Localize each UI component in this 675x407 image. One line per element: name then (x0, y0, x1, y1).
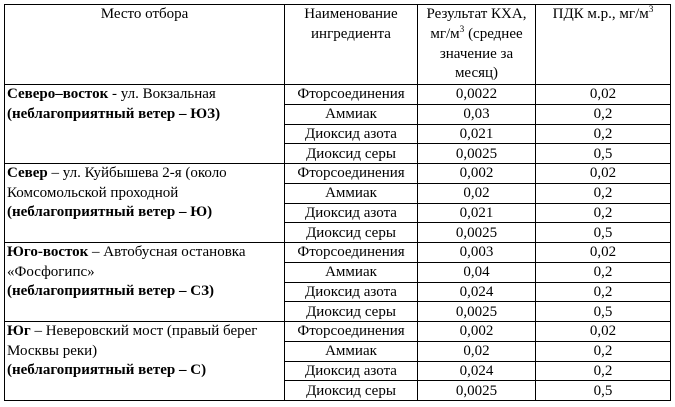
result-cell: 0,0025 (417, 380, 536, 402)
ingredient-cell: Фторсоединения (284, 321, 418, 342)
ingredient-cell: Аммиак (284, 261, 418, 283)
location-name: Север (7, 165, 48, 182)
result-cell: 0,021 (417, 123, 536, 145)
ingredient-cell: Диоксид серы (284, 143, 418, 165)
table-row: Диоксид азота 0,021 0,2 (5, 123, 671, 145)
ingredient-cell: Фторсоединения (284, 84, 418, 105)
header-row: Место отбора Наименование ингредиента Ре… (4, 3, 671, 86)
result-cell: 0,0025 (417, 143, 536, 165)
result-cell: 0,024 (417, 360, 536, 382)
pdk-cell: 0,2 (535, 360, 671, 382)
location-wind: (неблагоприятный ветер – С) (7, 362, 207, 379)
ingredient-cell: Диоксид серы (284, 222, 418, 244)
location-wind: (неблагоприятный ветер – ЮЗ) (7, 105, 221, 122)
result-cell: 0,02 (417, 182, 536, 204)
location-cell-s: Юг – Неверовский мост (правый берег Моск… (4, 321, 285, 402)
table-row: Диоксид серы 0,0025 0,5 (5, 301, 671, 323)
pdk-cell: 0,5 (535, 143, 671, 165)
result-cell: 0,04 (417, 261, 536, 283)
ingredient-cell: Аммиак (284, 340, 418, 362)
result-cell: 0,03 (417, 103, 536, 125)
location-desc: - ул. Вокзальная (108, 86, 216, 103)
header-result: Результат КХА, мг/м3 (среднее значение з… (417, 3, 536, 86)
pdk-cell: 0,2 (535, 182, 671, 204)
location-desc: – Автобусная остановка «Фосфогипс» (7, 244, 246, 280)
ingredient-cell: Диоксид серы (284, 380, 418, 402)
ingredient-cell: Фторсоединения (284, 242, 418, 263)
table-row: Аммиак 0,03 0,2 (5, 103, 671, 125)
pdk-cell: 0,2 (535, 202, 671, 224)
ingredient-cell: Фторсоединения (284, 163, 418, 184)
header-pdk: ПДК м.р., мг/м3 (535, 3, 671, 86)
header-result-text: Результат КХА, мг/м (426, 6, 527, 42)
location-desc: – ул. Куйбышева 2-я (около Комсомольской… (7, 165, 227, 201)
pdk-cell: 0,02 (535, 84, 671, 105)
ingredient-cell: Диоксид азота (284, 281, 418, 303)
result-cell: 0,002 (417, 321, 536, 342)
header-ingredient: Наименование ингредиента (284, 3, 418, 86)
ingredient-cell: Диоксид азота (284, 202, 418, 224)
pdk-cell: 0,2 (535, 340, 671, 362)
pdk-cell: 0,5 (535, 222, 671, 244)
pdk-cell: 0,02 (535, 242, 671, 263)
result-cell: 0,0022 (417, 84, 536, 105)
location-desc: – Неверовский мост (правый берег Москвы … (7, 323, 258, 359)
location-wind: (неблагоприятный ветер – СЗ) (7, 283, 215, 300)
location-cell-n: Север – ул. Куйбышева 2-я (около Комсомо… (4, 163, 285, 244)
location-cell-ne: Северо–восток - ул. Вокзальная (неблагопр… (4, 84, 285, 165)
header-result-suffix: (среднее значение за месяц) (439, 25, 523, 82)
table-row: Север – ул. Куйбышева 2-я (около Комсомо… (4, 163, 671, 244)
result-cell: 0,021 (417, 202, 536, 224)
result-cell: 0,02 (417, 340, 536, 362)
location-wind: (неблагоприятный ветер – Ю) (7, 204, 213, 221)
table-row: Юго-восток – Автобусная остановка «Фосфо… (4, 242, 671, 323)
pdk-cell: 0,2 (535, 281, 671, 303)
result-cell: 0,002 (417, 163, 536, 184)
pdk-cell: 0,02 (535, 321, 671, 342)
header-location: Место отбора (4, 3, 285, 86)
ingredient-cell: Диоксид азота (284, 123, 418, 145)
table-row: Юг – Неверовский мост (правый берег Моск… (4, 321, 671, 402)
location-cell-se: Юго-восток – Автобусная остановка «Фосфо… (4, 242, 285, 323)
ingredient-cell: Аммиак (284, 182, 418, 204)
result-cell: 0,003 (417, 242, 536, 263)
result-cell: 0,024 (417, 281, 536, 303)
location-name: Северо–восток (7, 86, 109, 103)
table-row: Диоксид азота 0,021 0,2 (5, 202, 671, 224)
ingredient-cell: Аммиак (284, 103, 418, 125)
table-row: Северо–восток - ул. Вокзальная (неблагопр… (4, 84, 671, 165)
table-row: Диоксид азота 0,024 0,2 (5, 360, 671, 382)
pdk-cell: 0,5 (535, 301, 671, 323)
header-pdk-text: ПДК м.р., мг/м (552, 6, 649, 22)
table-row: Диоксид серы 0,0025 0,5 (5, 380, 671, 402)
ingredient-cell: Диоксид азота (284, 360, 418, 382)
air-quality-table: Место отбора Наименование ингредиента Ре… (4, 3, 671, 402)
header-result-superscript: 3 (459, 24, 465, 35)
pdk-cell: 0,2 (535, 261, 671, 283)
pdk-cell: 0,2 (535, 123, 671, 145)
pdk-cell: 0,5 (535, 380, 671, 402)
pdk-cell: 0,02 (535, 163, 671, 184)
result-cell: 0,0025 (417, 301, 536, 323)
table-row: Аммиак 0,02 0,2 (5, 182, 671, 204)
ingredient-cell: Диоксид серы (284, 301, 418, 323)
location-name: Юг (7, 323, 31, 340)
location-name: Юго-восток (7, 244, 89, 261)
header-pdk-superscript: 3 (648, 5, 654, 15)
pdk-cell: 0,2 (535, 103, 671, 125)
result-cell: 0,0025 (417, 222, 536, 244)
